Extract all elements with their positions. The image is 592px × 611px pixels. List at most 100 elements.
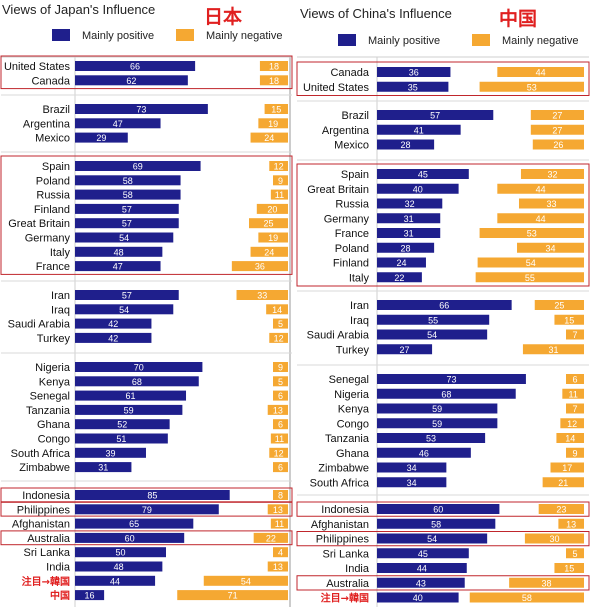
china-positive-bar [377,314,490,325]
china-positive-bar [377,329,488,340]
china-positive-value: 57 [430,111,440,121]
japan-negative-value: 20 [267,204,277,214]
japan-negative-bar [253,532,288,543]
japan-positive-bar [75,175,181,186]
japan-negative-bar [270,189,288,200]
china-positive-value: 24 [396,258,406,268]
china-negative-value: 9 [572,448,577,458]
china-country-label: Russia [335,199,370,211]
china-negative-value: 55 [525,273,535,283]
japan-chart-title-cjk: 日本 [204,5,242,28]
china-negative-bar [560,418,584,429]
japan-negative-bar [267,404,288,415]
japan-negative-value: 19 [268,119,278,129]
china-positive-bar [377,183,459,194]
china-negative-value: 25 [554,301,564,311]
china-positive-bar [377,403,498,414]
japan-negative-bar [267,504,288,515]
china-positive-value: 40 [413,184,423,194]
china-positive-bar [377,242,435,253]
japan-negative-value: 25 [263,219,273,229]
china-negative-value: 23 [556,505,566,515]
china-negative-value: 15 [564,564,574,574]
china-country-label: Great Britain [307,184,369,196]
japan-negative-bar [264,104,288,114]
japan-negative-bar [250,132,288,143]
china-negative-value: 21 [558,478,568,488]
china-positive-bar [377,344,433,355]
japan-country-label: Finland [34,204,70,216]
japan-country-label: Iraq [51,304,70,316]
japan-legend-positive-swatch [52,29,70,41]
japan-negative-value: 24 [264,247,274,257]
japan-legend-positive-label: Mainly positive [82,30,154,42]
china-country-label: 注目→韓国 [321,592,369,605]
china-negative-bar [542,477,584,488]
japan-group-highlight-box [0,55,293,90]
japan-legend-negative-label: Mainly negative [206,30,282,42]
japan-negative-bar [269,161,288,171]
japan-positive-value: 68 [132,377,142,387]
japan-negative-value: 12 [274,162,284,172]
japan-positive-value: 52 [117,420,127,430]
japan-negative-value: 5 [278,319,283,329]
japan-positive-value: 47 [113,262,123,272]
china-negative-value: 53 [527,229,537,239]
japan-negative-value: 13 [273,405,283,415]
china-positive-bar [377,462,447,473]
japan-negative-bar [256,203,288,214]
japan-negative-bar [250,246,288,257]
japan-negative-bar [273,547,288,558]
china-chart-title-cjk: 中国 [499,7,537,30]
china-positive-bar [377,533,488,544]
china-negative-value: 26 [553,140,563,150]
china-negative-bar [497,67,584,77]
japan-positive-bar [75,75,188,86]
japan-negative-value: 11 [275,519,284,529]
japan-negative-value: 12 [274,333,284,343]
japan-positive-value: 85 [147,491,157,501]
china-positive-value: 54 [427,534,437,544]
china-positive-value: 55 [428,315,438,325]
china-negative-bar [497,183,584,194]
china-country-label: France [335,228,369,240]
china-positive-value: 41 [414,125,424,135]
china-negative-bar [520,169,584,179]
japan-negative-value: 6 [278,420,283,430]
japan-positive-bar [75,232,174,243]
japan-negative-value: 18 [269,76,279,86]
japan-positive-value: 47 [113,119,123,129]
japan-negative-value: 71 [228,591,238,601]
japan-positive-value: 50 [115,548,125,558]
china-country-label: Italy [349,272,370,284]
china-negative-bar [566,447,584,458]
china-negative-bar [479,81,584,92]
japan-country-label: United States [4,61,71,73]
china-negative-value: 6 [572,375,577,385]
china-negative-value: 53 [527,82,537,92]
japan-country-label: France [36,261,70,273]
japan-positive-value: 51 [116,434,126,444]
japan-positive-value: 58 [123,190,133,200]
china-negative-value: 15 [564,315,574,325]
japan-negative-value: 54 [241,576,251,586]
china-positive-bar [377,418,498,429]
japan-country-label: Great Britain [8,218,70,230]
china-country-label: Nigeria [334,389,370,401]
japan-negative-value: 19 [268,233,278,243]
japan-negative-value: 33 [257,291,267,301]
japan-positive-bar [75,433,168,444]
japan-negative-bar [266,304,288,315]
japan-positive-bar [75,246,163,257]
china-group-highlight-box [296,163,590,287]
china-positive-bar [377,477,447,488]
china-positive-bar [377,124,461,135]
china-positive-bar [377,388,516,399]
japan-positive-bar [75,132,128,143]
china-positive-bar [377,272,422,283]
japan-positive-value: 61 [126,391,136,401]
japan-negative-value: 5 [278,377,283,387]
japan-negative-bar [231,261,288,272]
china-positive-value: 32 [405,199,415,209]
